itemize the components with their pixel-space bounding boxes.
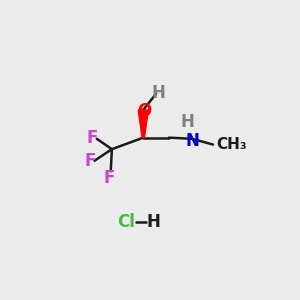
Text: O: O	[137, 102, 152, 120]
Text: N: N	[186, 132, 200, 150]
Polygon shape	[138, 110, 148, 138]
Text: H: H	[146, 213, 160, 231]
Text: CH₃: CH₃	[216, 136, 247, 152]
Text: F: F	[85, 152, 96, 170]
Text: H: H	[152, 84, 166, 102]
Text: F: F	[104, 169, 115, 187]
Text: Cl: Cl	[117, 213, 135, 231]
Text: F: F	[87, 129, 98, 147]
Text: H: H	[180, 113, 194, 131]
